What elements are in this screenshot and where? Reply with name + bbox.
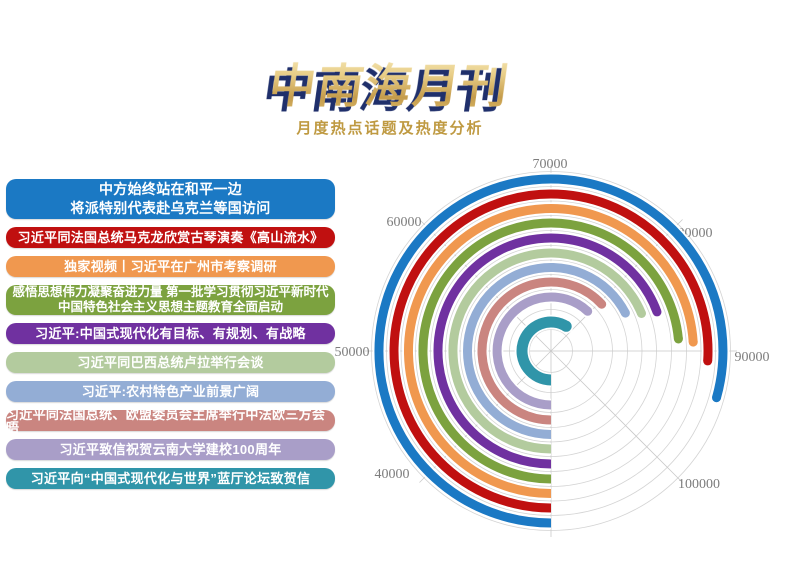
heat-arc-cap-3 [688,337,698,347]
heat-arc-7 [463,263,630,439]
heat-arc-series [372,172,730,530]
topic-label: 中国特色社会主义思想主题教育全面启动 [57,300,283,314]
heat-arc-cap-2 [703,356,713,366]
topic-bar-4: 感悟思想伟力凝聚奋进力量 第一批学习贯彻习近平新时代 中国特色社会主义思想主题教育… [6,285,335,315]
topic-bar-1: 中方始终站在和平一边将派特别代表赴乌克兰等国访问 [6,179,335,219]
heat-arc-1 [374,174,728,528]
angle-axis-label-70000: 70000 [533,157,568,172]
heat-arc-5 [433,233,662,469]
heat-arc-10 [516,316,570,386]
heat-arc-cap-1 [712,393,721,403]
topic-list: 中方始终站在和平一边将派特别代表赴乌克兰等国访问习近平同法国总统马克龙欣赏古琴演… [6,179,335,489]
topic-label: 感悟思想伟力凝聚奋进力量 第一批学习贯彻习近平新时代 [12,285,329,299]
topic-label: 中方始终站在和平一边 [99,181,242,197]
topic-bar-5: 习近平:中国式现代化有目标、有规划、有战略 [6,323,335,344]
topic-label: 习近平:中国式现代化有目标、有规划、有战略 [35,326,306,341]
topic-label: 习近平致信祝贺云南大学建校100周年 [59,442,282,457]
heat-arc-cap-8 [597,299,607,309]
topic-label: 独家视频丨习近平在广州市考察调研 [64,259,277,274]
topic-label: 习近平同法国总统马克龙欣赏古琴演奏《高山流水》 [17,230,324,245]
heat-arc-8 [477,277,606,425]
heat-arc-9 [492,292,591,410]
angle-axis-label-40000: 40000 [375,467,410,482]
heat-arc-cap-4 [673,334,683,344]
angle-axis-label-90000: 90000 [735,350,770,365]
page-subtitle: 月度热点话题及热度分析 [296,120,484,137]
angle-axis-label-60000: 60000 [387,215,422,230]
topic-bar-6: 习近平同巴西总统卢拉举行会谈 [6,352,335,373]
topic-label: 习近平同法国总统、欧盟委员会主席举行中法欧三方会晤 [6,406,326,435]
topic-bar-10: 习近平向“中国式现代化与世界”蓝厅论坛致贺信 [6,468,335,489]
heat-arc-cap-5 [652,307,662,317]
angle-axis-label-100000: 100000 [678,477,720,492]
topic-label: 习近平同巴西总统卢拉举行会谈 [77,355,264,370]
heat-arc-cap-10 [560,320,572,332]
topic-label: 习近平向“中国式现代化与世界”蓝厅论坛致贺信 [30,471,311,486]
heat-arc-cap-7 [620,308,630,318]
heat-arc-2 [389,189,713,513]
topic-bar-2: 习近平同法国总统马克龙欣赏古琴演奏《高山流水》 [6,227,335,248]
topic-bar-9: 习近平致信祝贺云南大学建校100周年 [6,439,335,460]
heat-arc-6 [448,248,646,454]
grid-spoke [550,350,683,483]
topic-label: 习近平:农村特色产业前景广阔 [81,384,260,399]
heat-arc-3 [404,204,698,498]
topic-bar-8: 习近平同法国总统、欧盟委员会主席举行中法欧三方会晤 [6,406,335,435]
topic-bar-3: 独家视频丨习近平在广州市考察调研 [6,256,335,277]
topic-label: 将派特别代表赴乌克兰等国访问 [70,200,271,216]
topic-bar-7: 习近平:农村特色产业前景广阔 [6,381,335,402]
heat-arc-cap-6 [637,309,646,318]
angle-axis-label-50000: 50000 [335,345,370,360]
heat-arc-cap-9 [583,306,593,316]
heat-arc-4 [418,218,683,484]
